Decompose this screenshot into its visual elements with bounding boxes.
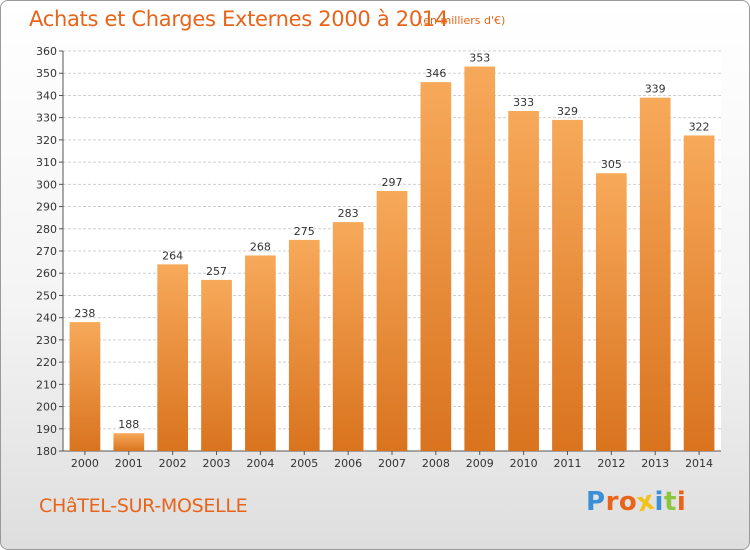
logo-letter: t	[663, 487, 677, 517]
y-tick-label: 270	[36, 245, 57, 258]
data-label: 346	[425, 67, 446, 80]
data-label: 283	[338, 207, 359, 220]
x-tick-label: 2010	[510, 457, 538, 470]
x-tick-label: 2011	[553, 457, 581, 470]
x-tick-label: 2003	[203, 457, 231, 470]
data-label: 275	[294, 225, 315, 238]
data-label: 297	[382, 176, 403, 189]
data-label: 329	[557, 105, 578, 118]
bar-2001	[113, 433, 145, 451]
data-label: 339	[645, 83, 666, 96]
y-tick-label: 260	[36, 267, 57, 280]
y-tick-label: 230	[36, 334, 57, 347]
data-labels: 238 188 264 257 268 275 283 297 346 353 333 329 305 3…	[74, 52, 709, 432]
x-tick-label: 2001	[115, 457, 143, 470]
y-tick-label: 320	[36, 134, 57, 147]
y-tick-label: 190	[36, 423, 57, 436]
bar-2002	[157, 264, 189, 451]
bar-2013	[639, 97, 671, 452]
x-tick-label: 2009	[466, 457, 494, 470]
x-tick-label: 2014	[685, 457, 713, 470]
logo-letter: P	[586, 487, 606, 517]
y-tick-label: 330	[36, 112, 57, 125]
bar-2006	[332, 222, 364, 451]
y-tick-label: 340	[36, 89, 57, 102]
bar-2005	[288, 239, 320, 451]
y-tick-label: 210	[36, 378, 57, 391]
bar-2008	[420, 82, 452, 451]
bar-2014	[683, 135, 715, 451]
y-tick-label: 250	[36, 289, 57, 302]
x-tick-label: 2004	[246, 457, 274, 470]
y-tick-label: 220	[36, 356, 57, 369]
data-label: 264	[162, 249, 183, 262]
x-tick-label: 2013	[641, 457, 669, 470]
y-tick-label: 200	[36, 401, 57, 414]
bar-2007	[376, 191, 408, 451]
data-label: 238	[74, 307, 95, 320]
data-label: 305	[601, 158, 622, 171]
data-label: 188	[118, 418, 139, 431]
y-tick-label: 280	[36, 223, 57, 236]
bar-2010	[508, 111, 539, 451]
y-tick-label: 300	[36, 178, 57, 191]
bar-2011	[552, 119, 583, 451]
data-label: 333	[513, 96, 534, 109]
y-tick-label: 310	[36, 156, 57, 169]
proxiti-logo: Proxiti	[586, 486, 687, 519]
x-tick-label: 2002	[159, 457, 187, 470]
bar-2004	[245, 255, 276, 451]
bar-2003	[201, 279, 232, 451]
y-tick-label: 240	[36, 312, 57, 325]
y-tick-label: 290	[36, 201, 57, 214]
bars	[69, 66, 715, 452]
x-tick-label: 2006	[334, 457, 362, 470]
logo-letter: i	[676, 487, 687, 517]
logo-letter: r	[605, 487, 619, 517]
logo-letter: o	[618, 487, 638, 517]
x-tick-label: 2008	[422, 457, 450, 470]
y-tick-label: 180	[36, 445, 57, 458]
data-label: 257	[206, 265, 227, 278]
y-tick-label: 350	[36, 67, 57, 80]
bar-2012	[595, 173, 627, 451]
x-tick-label: 2005	[290, 457, 318, 470]
chart-unit: (en milliers d'€)	[419, 14, 506, 27]
x-tick-label: 2007	[378, 457, 406, 470]
bar-2009	[464, 66, 496, 452]
chart-title: Achats et Charges Externes 2000 à 2014	[29, 7, 449, 31]
x-tick-label: 2000	[71, 457, 99, 470]
data-label: 268	[250, 240, 271, 253]
y-tick-label: 360	[36, 45, 57, 58]
logo-letter: i	[654, 487, 664, 517]
data-label: 322	[689, 120, 710, 133]
data-label: 353	[469, 52, 490, 65]
x-tick-label: 2012	[597, 457, 625, 470]
bar-2000	[69, 322, 101, 451]
commune-name: CHâTEL-SUR-MOSELLE	[39, 495, 248, 517]
